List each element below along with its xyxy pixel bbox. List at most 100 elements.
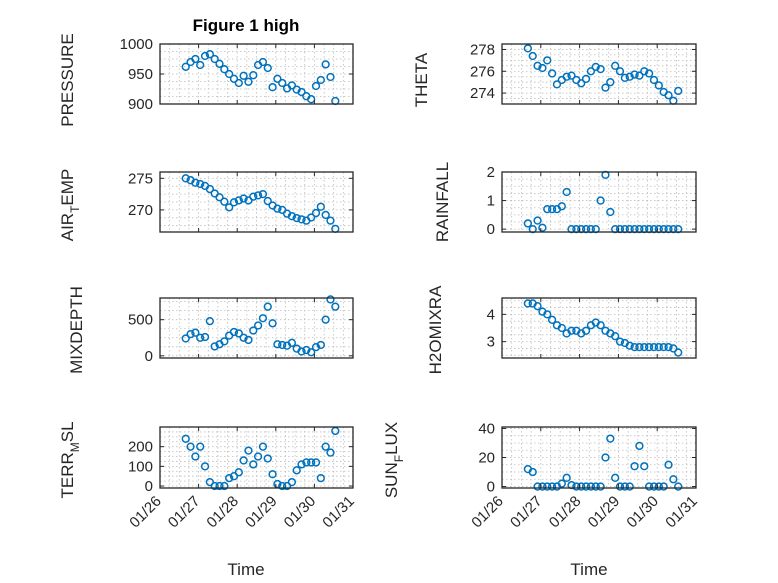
data-point-mixdepth bbox=[326, 295, 335, 304]
ylabel-air-temp-subscript: T bbox=[68, 205, 82, 213]
data-point-theta bbox=[644, 69, 654, 78]
subplot-h2omixra: 34 bbox=[487, 297, 697, 359]
data-point-terr_msl bbox=[282, 481, 292, 491]
data-point-pressure bbox=[229, 74, 239, 83]
data-point-terr_msl bbox=[205, 477, 215, 487]
axes-frame-rainfall bbox=[501, 171, 697, 233]
data-point-sun_flux bbox=[601, 453, 610, 462]
data-point-sun_flux bbox=[640, 462, 649, 471]
data-point-theta bbox=[649, 75, 659, 85]
data-point-theta bbox=[620, 73, 630, 82]
series-h2omixra bbox=[523, 299, 683, 357]
data-point-sun_flux bbox=[674, 482, 683, 491]
data-point-theta bbox=[562, 72, 571, 81]
data-point-terr_msl bbox=[234, 468, 243, 477]
data-point-terr_msl bbox=[244, 446, 253, 455]
data-point-rainfall bbox=[596, 196, 605, 205]
data-point-terr_msl bbox=[196, 442, 205, 451]
data-point-theta bbox=[591, 62, 600, 72]
data-point-rainfall bbox=[533, 216, 542, 225]
data-point-pressure bbox=[263, 63, 272, 73]
data-point-mixdepth bbox=[273, 340, 282, 349]
subplot-mixdepth: 0 500 bbox=[128, 295, 354, 365]
ytick-label-terr_msl: 100 bbox=[128, 458, 153, 475]
data-point-mixdepth bbox=[307, 348, 316, 357]
data-point-air_temp bbox=[205, 184, 215, 194]
data-point-theta bbox=[654, 81, 663, 90]
data-point-theta bbox=[523, 44, 533, 53]
data-point-rainfall bbox=[562, 187, 571, 197]
series-theta bbox=[523, 44, 683, 105]
data-point-mixdepth bbox=[249, 326, 258, 335]
data-point-theta bbox=[615, 67, 625, 76]
data-point-pressure bbox=[220, 65, 229, 74]
data-point-theta bbox=[547, 69, 557, 78]
ytick-label-sun_flux: 0 bbox=[487, 479, 495, 496]
xlabel-time-left: Time bbox=[227, 560, 264, 579]
ytick-label-terr_msl: 200 bbox=[128, 439, 153, 456]
data-point-pressure bbox=[210, 54, 219, 64]
xlabel-time-right: Time bbox=[570, 560, 607, 579]
data-point-terr_msl bbox=[186, 442, 195, 451]
data-point-terr_msl bbox=[278, 481, 287, 491]
data-point-sun_flux bbox=[586, 482, 596, 491]
ytick-label-h2omixra: 3 bbox=[487, 334, 495, 351]
data-point-terr_msl bbox=[200, 462, 210, 471]
data-point-theta bbox=[674, 86, 683, 96]
data-point-theta bbox=[581, 74, 591, 84]
data-point-sun_flux bbox=[606, 434, 615, 443]
data-point-mixdepth bbox=[253, 321, 263, 330]
data-point-mixdepth bbox=[321, 315, 330, 324]
data-point-h2omixra bbox=[581, 326, 591, 335]
data-point-terr_msl bbox=[258, 442, 268, 451]
series-mixdepth bbox=[181, 295, 340, 357]
data-point-pressure bbox=[239, 71, 248, 80]
data-point-pressure bbox=[307, 95, 316, 104]
data-point-terr_msl bbox=[311, 458, 321, 467]
data-point-terr_msl bbox=[321, 442, 330, 451]
data-point-h2omixra bbox=[635, 342, 644, 352]
data-point-h2omixra bbox=[669, 344, 678, 353]
data-point-theta bbox=[538, 63, 547, 73]
ylabel-terr-tail: SL bbox=[58, 421, 77, 442]
data-point-air_temp bbox=[263, 196, 272, 206]
data-point-theta bbox=[528, 51, 537, 61]
data-point-terr_msl bbox=[220, 481, 229, 491]
ylabel-sun-main: SUN bbox=[382, 462, 401, 498]
data-point-terr_msl bbox=[268, 470, 277, 479]
data-point-air_temp bbox=[181, 174, 190, 183]
data-point-h2omixra bbox=[557, 323, 566, 333]
data-point-pressure bbox=[311, 81, 321, 91]
data-point-air_temp bbox=[326, 216, 335, 225]
data-point-mixdepth bbox=[234, 329, 243, 338]
data-point-sun_flux bbox=[669, 475, 678, 484]
subplot-theta: 274 276 278 bbox=[470, 41, 697, 105]
data-point-pressure bbox=[249, 71, 258, 80]
data-point-air_temp bbox=[196, 179, 205, 189]
data-point-terr_msl bbox=[249, 460, 258, 469]
data-point-air_temp bbox=[229, 198, 239, 207]
data-point-air_temp bbox=[316, 202, 325, 211]
data-point-sun_flux bbox=[659, 482, 668, 491]
data-point-air_temp bbox=[225, 203, 234, 212]
data-point-terr_msl bbox=[215, 481, 224, 491]
subplot-pressure: 900 950 1000 bbox=[120, 36, 354, 113]
ytick-label-pressure: 900 bbox=[128, 96, 153, 113]
data-point-pressure bbox=[278, 78, 287, 88]
series-terr_msl bbox=[181, 426, 340, 491]
data-point-sun_flux bbox=[664, 460, 673, 469]
data-point-mixdepth bbox=[316, 340, 325, 350]
data-point-h2omixra bbox=[630, 342, 639, 352]
data-point-sun_flux bbox=[543, 482, 552, 491]
ytick-label-theta: 274 bbox=[470, 85, 495, 102]
figure-title: Figure 1 high bbox=[193, 16, 300, 35]
data-point-sun_flux bbox=[596, 482, 605, 491]
data-point-terr_msl bbox=[326, 448, 335, 457]
data-point-pressure bbox=[225, 69, 234, 79]
data-point-sun_flux bbox=[577, 482, 586, 491]
ytick-label-rainfall: 1 bbox=[487, 193, 495, 210]
data-point-sun_flux bbox=[635, 441, 644, 451]
data-point-theta bbox=[577, 79, 586, 88]
ytick-label-rainfall: 0 bbox=[487, 221, 495, 238]
